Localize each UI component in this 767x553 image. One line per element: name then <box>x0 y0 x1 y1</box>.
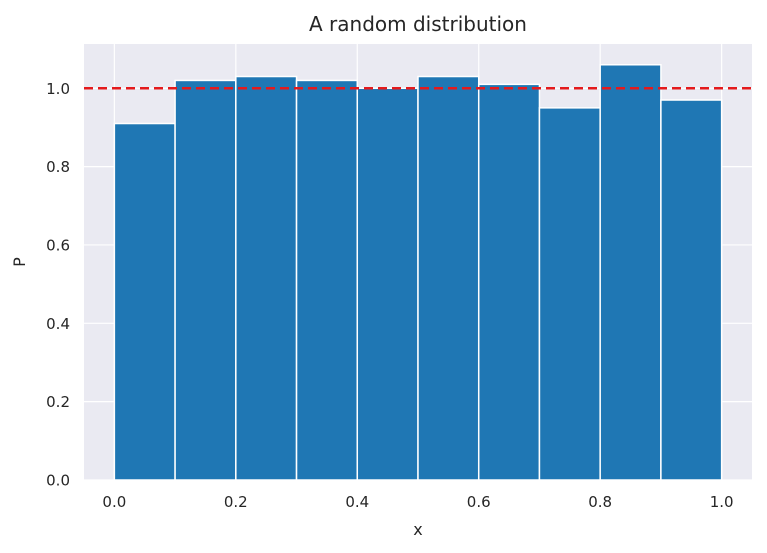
y-axis-label: P <box>10 257 29 267</box>
y-tick-label: 1.0 <box>46 80 70 98</box>
y-tick-label: 0.6 <box>46 236 70 254</box>
histogram-bar <box>538 107 601 481</box>
y-tick-label: 0.8 <box>46 158 70 176</box>
chart-title: A random distribution <box>309 12 527 36</box>
x-tick-label: 0.2 <box>224 493 248 511</box>
histogram-bar <box>295 79 359 481</box>
x-tick-label: 0.0 <box>102 493 126 511</box>
x-tick-label: 0.8 <box>588 493 612 511</box>
histogram-bar <box>113 122 176 481</box>
y-tick-label: 0.2 <box>46 393 70 411</box>
y-tick-label: 0.4 <box>46 315 70 333</box>
x-tick-label: 0.4 <box>345 493 369 511</box>
histogram-bar <box>417 75 480 481</box>
histogram-bar <box>660 99 723 481</box>
histogram-bar <box>599 64 662 481</box>
histogram-bar <box>235 75 298 481</box>
histogram-bar <box>174 79 237 481</box>
y-tick-labels: 0.0 0.2 0.4 0.6 0.8 1.0 <box>46 80 70 490</box>
x-tick-labels: 0.0 0.2 0.4 0.6 0.8 1.0 <box>102 493 733 511</box>
x-axis-label: x <box>413 520 422 539</box>
histogram-bar <box>356 87 419 481</box>
histogram-bar <box>477 83 541 481</box>
y-tick-label: 0.0 <box>46 472 70 490</box>
x-tick-label: 1.0 <box>710 493 734 511</box>
histogram-bars <box>113 64 723 481</box>
x-tick-label: 0.6 <box>467 493 491 511</box>
